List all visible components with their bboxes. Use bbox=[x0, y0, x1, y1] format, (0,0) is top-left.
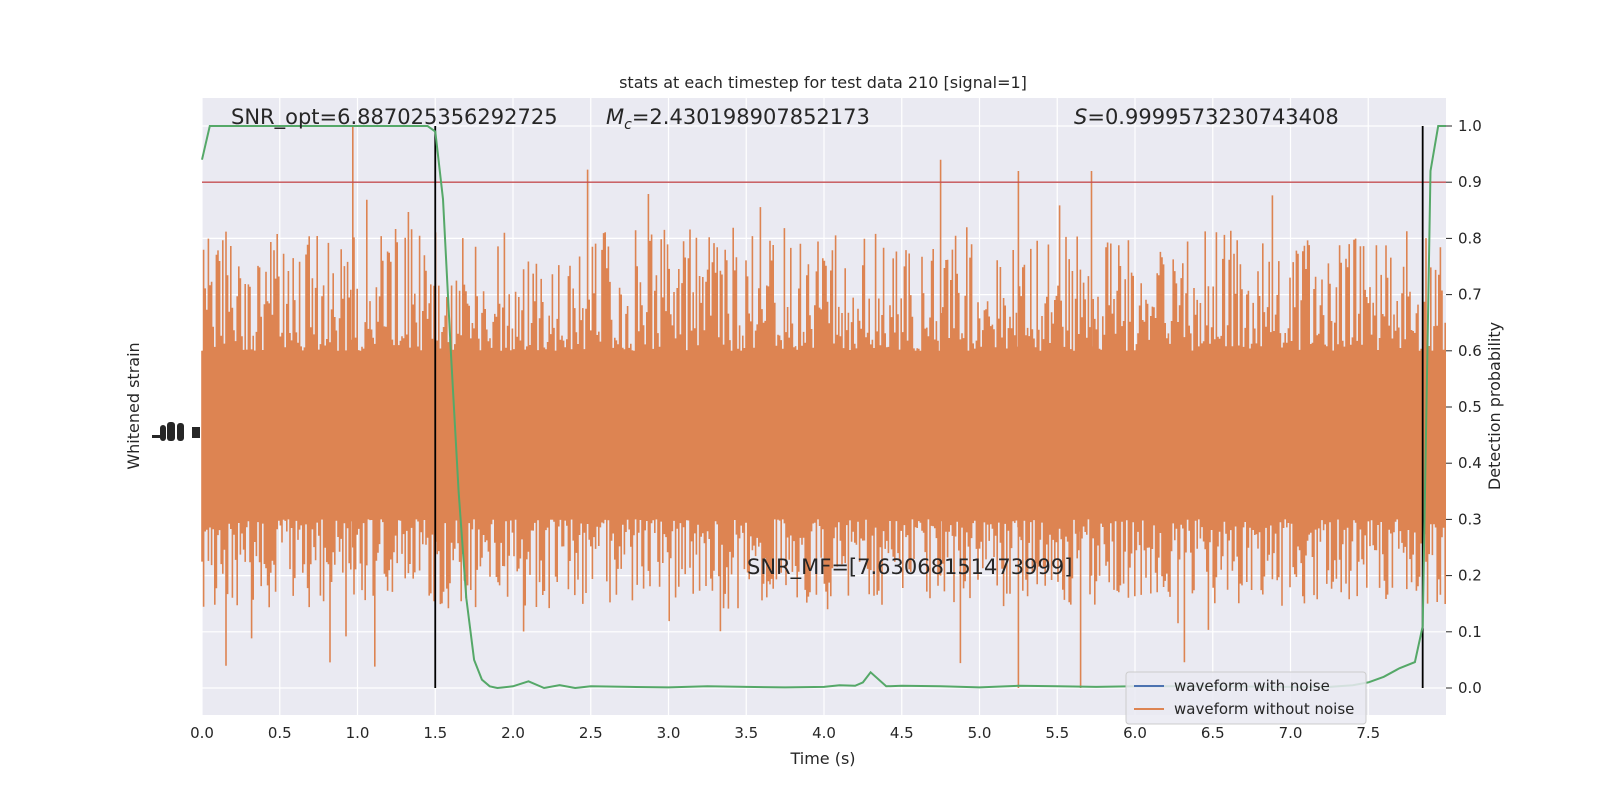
y-right-tick-label: 0.6 bbox=[1458, 342, 1482, 360]
snr-mf-annotation: SNR_MF=[7.63068151473999] bbox=[747, 555, 1072, 580]
x-tick-label: 2.5 bbox=[579, 724, 603, 742]
waveform-without-noise-series bbox=[201, 126, 1446, 688]
x-tick-label: 1.5 bbox=[423, 724, 447, 742]
y-right-tick-label: 0.8 bbox=[1458, 229, 1482, 247]
x-tick-label: 2.0 bbox=[501, 724, 525, 742]
x-tick-label: 6.5 bbox=[1201, 724, 1225, 742]
legend: waveform with noise waveform without noi… bbox=[1125, 671, 1367, 725]
y-right-tick-label: 0.4 bbox=[1458, 454, 1482, 472]
x-tick-label: 7.0 bbox=[1279, 724, 1303, 742]
x-tick-label: 3.5 bbox=[734, 724, 758, 742]
x-tick-label: 5.0 bbox=[968, 724, 992, 742]
chirp-mass-annotation: Mc=2.430198907852173 bbox=[606, 105, 870, 133]
x-tick-label: 6.0 bbox=[1123, 724, 1147, 742]
y-right-tick-label: 0.1 bbox=[1458, 623, 1482, 641]
waveform-without-noise-line bbox=[201, 126, 1446, 688]
x-tick-label: 5.5 bbox=[1045, 724, 1069, 742]
x-tick-label: 0.5 bbox=[268, 724, 292, 742]
y-right-tick-label: 1.0 bbox=[1458, 117, 1482, 135]
s-annotation: S=0.9999573230743408 bbox=[1074, 105, 1339, 129]
y-right-tick-label: 0.3 bbox=[1458, 510, 1482, 528]
y-right-tick-label: 0.0 bbox=[1458, 679, 1482, 697]
snr-opt-annotation: SNR_opt=6.887025356292725 bbox=[231, 105, 558, 130]
y-right-tick-label: 0.5 bbox=[1458, 398, 1482, 416]
x-tick-label: 7.5 bbox=[1356, 724, 1380, 742]
left-axis-tick-glyphs bbox=[152, 422, 200, 441]
y-right-axis-ticks: 0.0 0.1 0.2 0.3 0.4 0.5 0.6 0.7 0.8 0.9 1.0 bbox=[1446, 117, 1482, 697]
y-right-tick-label: 0.9 bbox=[1458, 173, 1482, 191]
y-left-axis-label: Whitened strain bbox=[124, 342, 143, 469]
y-right-axis-label: Detection probability bbox=[1485, 322, 1504, 490]
legend-label-with-noise: waveform with noise bbox=[1174, 677, 1330, 695]
x-axis-ticks: 0.0 0.5 1.0 1.5 2.0 2.5 3.0 3.5 4.0 4.5 5.0 5.5 6.0 6… bbox=[190, 724, 1380, 742]
x-tick-label: 4.0 bbox=[812, 724, 836, 742]
x-tick-label: 4.5 bbox=[890, 724, 914, 742]
x-tick-label: 0.0 bbox=[190, 724, 214, 742]
x-tick-label: 3.0 bbox=[657, 724, 681, 742]
x-axis-label: Time (s) bbox=[789, 749, 855, 768]
legend-box bbox=[1125, 671, 1367, 725]
y-right-tick-label: 0.7 bbox=[1458, 286, 1482, 304]
legend-label-without-noise: waveform without noise bbox=[1174, 700, 1354, 718]
y-right-tick-label: 0.2 bbox=[1458, 567, 1482, 585]
chart-title: stats at each timestep for test data 210… bbox=[619, 73, 1027, 92]
x-tick-label: 1.0 bbox=[346, 724, 370, 742]
